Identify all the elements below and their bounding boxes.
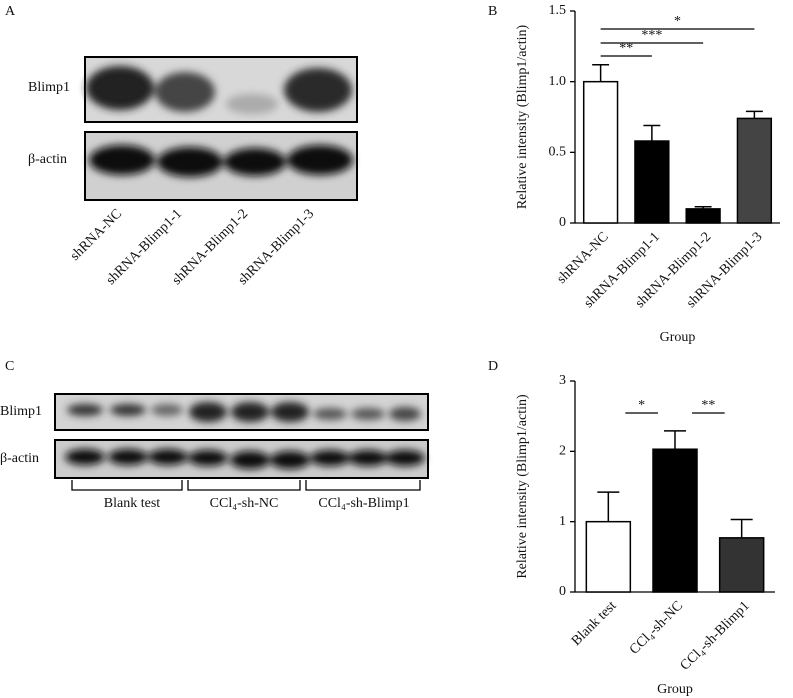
panel-label: B xyxy=(488,4,497,19)
panel-label: D xyxy=(488,359,498,374)
x-tick-label: CCl₄-sh-Blimp1 xyxy=(678,598,753,673)
significance-label: ** xyxy=(619,41,633,56)
lane-label: shRNA-NC xyxy=(68,206,125,263)
bar xyxy=(736,117,773,224)
x-tick-label: Blank test xyxy=(569,598,620,649)
y-tick-label: 1.5 xyxy=(549,3,567,18)
blot-bands xyxy=(67,402,421,422)
x-axis-label: Group xyxy=(660,330,696,345)
y-tick-label: 2 xyxy=(559,444,566,459)
significance-label: * xyxy=(674,14,681,29)
group-label: CCl₄-sh-NC xyxy=(210,496,279,511)
blot-bands xyxy=(86,66,352,114)
panel-label: C xyxy=(5,359,14,374)
significance-label: * xyxy=(638,398,645,413)
y-tick-label: 1.0 xyxy=(549,74,567,89)
blot-bands xyxy=(65,449,425,469)
y-axis-label: Relative intensity (Blimp1/actin) xyxy=(515,25,530,210)
blot-row-label: β-actin xyxy=(28,152,67,167)
y-tick-label: 0 xyxy=(559,584,566,599)
blot-row-label: Blimp1 xyxy=(0,404,42,419)
bar xyxy=(652,448,698,593)
significance-label: ** xyxy=(701,398,715,413)
group-label: CCl₄-sh-Blimp1 xyxy=(318,496,409,511)
y-axis-label: Relative intensity (Blimp1/actin) xyxy=(515,394,530,579)
blot-row-label: β-actin xyxy=(0,451,39,466)
significance-label: *** xyxy=(641,28,662,43)
bar xyxy=(685,208,721,224)
bar xyxy=(582,80,619,224)
bar xyxy=(718,537,765,593)
x-axis-label: Group xyxy=(657,682,693,697)
y-tick-label: 0 xyxy=(559,215,566,230)
x-tick-label: CCl₄-sh-NC xyxy=(627,598,686,657)
blot-row-label: Blimp1 xyxy=(28,80,70,95)
group-label: Blank test xyxy=(104,496,160,511)
y-tick-label: 0.5 xyxy=(549,145,567,160)
group-brackets xyxy=(71,480,421,491)
y-tick-label: 3 xyxy=(559,373,566,388)
y-tick-label: 1 xyxy=(559,514,566,529)
panel-label: A xyxy=(5,4,16,19)
bar xyxy=(634,140,670,224)
bar xyxy=(585,520,632,593)
blot-bands xyxy=(89,145,353,177)
